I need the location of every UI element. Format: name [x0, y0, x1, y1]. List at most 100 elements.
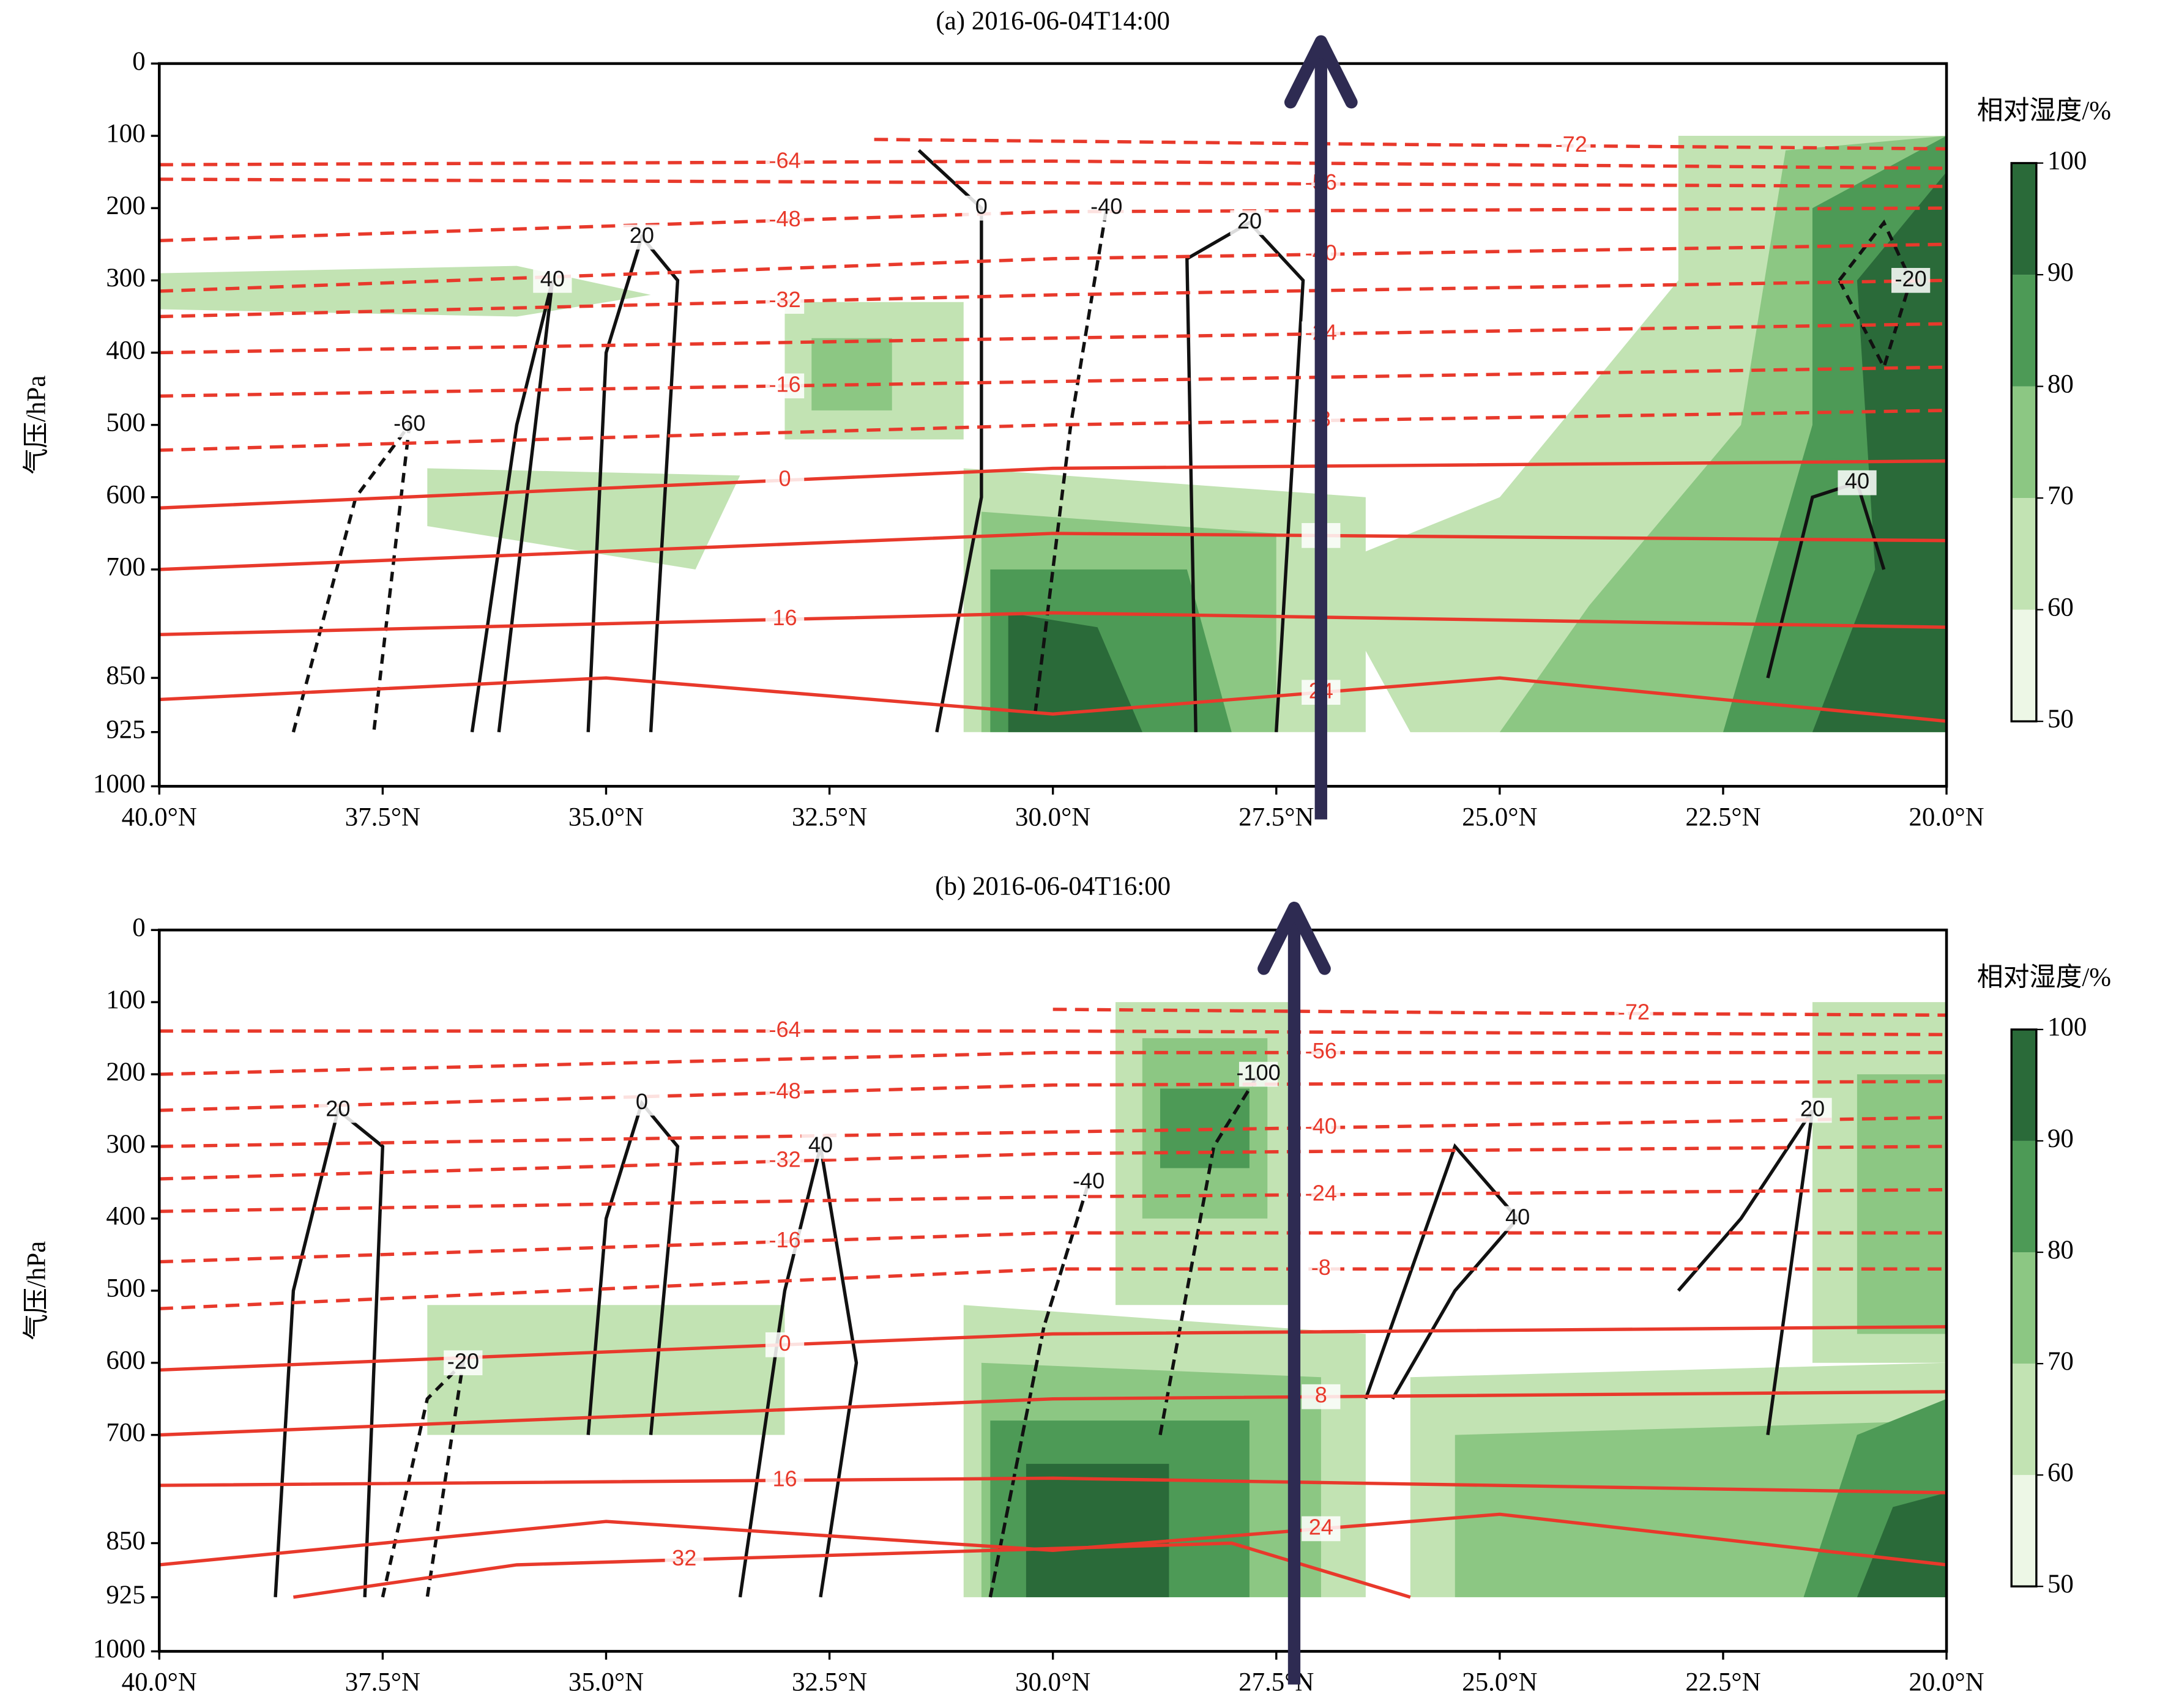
colorbar-tick-label: 100	[2047, 1013, 2087, 1042]
isotherm	[159, 1187, 1947, 1213]
chart-title: (b) 2016-06-04T16:00	[935, 872, 1171, 900]
contour-label-bg	[318, 1097, 357, 1123]
contour-label-bg	[1793, 1097, 1832, 1123]
x-tick-label: 35.0°N	[568, 803, 644, 831]
contour-label-bg	[765, 1148, 805, 1174]
plot-area: 20 0 40 -40 -100 40 20 -20 -72 -64 -56 -48 -40 -32 -24…	[159, 999, 1947, 1599]
colorbar-tick-label: 60	[2047, 1458, 2074, 1487]
contour-label-bg	[444, 1350, 483, 1376]
contour-label: 40	[1505, 1204, 1530, 1229]
contour-label-bg	[622, 1090, 661, 1116]
y-axis-label: 气压/hPa	[23, 376, 51, 475]
y-tick-label: 600	[106, 1346, 145, 1375]
omega-contour	[1364, 1143, 1520, 1400]
x-tick-label: 37.5°N	[345, 803, 420, 831]
colorbar-segment	[2011, 1252, 2036, 1364]
x-tick-label: 27.5°N	[1239, 803, 1314, 831]
contour-label: 8	[1315, 1383, 1327, 1408]
y-tick-label: 700	[106, 1418, 145, 1447]
contour-label-bg	[1069, 1170, 1108, 1195]
contour-label: -60	[393, 410, 425, 436]
contour-label-bg	[765, 607, 805, 632]
y-tick-label: 500	[106, 408, 145, 437]
contour-label: 20	[1800, 1096, 1825, 1121]
contour-label: -64	[769, 148, 800, 173]
x-tick-label: 32.5°N	[792, 1668, 867, 1696]
x-tick-label: 25.0°N	[1462, 1668, 1537, 1696]
y-tick-label: 100	[106, 119, 145, 148]
y-axis-label: 气压/hPa	[23, 1241, 51, 1340]
contour-label-bg	[1230, 210, 1269, 236]
isotherm	[159, 365, 1947, 398]
contour-label: -24	[1305, 1181, 1337, 1206]
contour-label-bg	[962, 195, 1001, 221]
contour-label-bg	[765, 1229, 805, 1254]
x-tick-label: 22.5°N	[1685, 803, 1760, 831]
y-tick-label: 1000	[93, 770, 146, 798]
isotherm	[159, 1145, 1947, 1181]
contour-label: -48	[769, 1079, 800, 1104]
humidity-region	[811, 338, 892, 410]
contour-label: 20	[326, 1096, 350, 1121]
colorbar-segment	[2011, 386, 2036, 499]
y-tick-label: 1000	[93, 1635, 146, 1663]
y-tick-label: 0	[132, 47, 145, 76]
contour-label-bg	[1838, 470, 1877, 496]
y-tick-label: 500	[106, 1274, 145, 1303]
contour-label: 40	[808, 1132, 833, 1157]
isotherm	[159, 1390, 1947, 1437]
isotherm	[159, 676, 1947, 723]
y-tick-label: 200	[106, 191, 145, 220]
x-tick-label: 40.0°N	[122, 803, 197, 831]
contour-label: -48	[769, 206, 800, 231]
contour-label-bg	[1302, 1516, 1341, 1542]
humidity-region	[1026, 1463, 1169, 1597]
arrow-head	[1284, 35, 1358, 109]
isotherm	[159, 532, 1947, 571]
colorbar-tick-label: 90	[2047, 258, 2074, 287]
humidity-region	[1812, 172, 1947, 732]
isotherm	[159, 1231, 1947, 1264]
colorbar-segment	[2011, 1475, 2036, 1587]
contour-label: 16	[772, 605, 797, 630]
plot-area: 200-402040-20-6040-72-64-56-48-40-32-24-…	[159, 132, 1947, 733]
omega-contour	[470, 280, 554, 733]
omega-contour	[988, 1182, 1090, 1598]
contour-label: -40	[1305, 1113, 1337, 1138]
contour-label: 20	[630, 223, 654, 248]
contour-label-bg	[765, 373, 805, 399]
contour-label-bg	[1891, 268, 1931, 293]
contour-label-bg	[1302, 1040, 1341, 1066]
y-tick-label: 400	[106, 1202, 145, 1231]
colorbar-segment	[2011, 609, 2036, 722]
isotherm	[159, 611, 1947, 636]
contour-label-bg	[765, 1468, 805, 1493]
contour-label-bg	[533, 268, 572, 293]
contour-label: -32	[769, 287, 800, 312]
contour-label: -72	[1618, 999, 1650, 1024]
colorbar-frame	[2010, 1028, 2038, 1587]
colorbar-tick-label: 100	[2047, 146, 2087, 175]
y-tick-label: 200	[106, 1058, 145, 1086]
contour-label-bg	[801, 1134, 840, 1159]
omega-contour	[274, 1107, 385, 1597]
isotherm	[159, 409, 1947, 452]
omega-contour	[1766, 480, 1886, 678]
chart-title: (a) 2016-06-04T14:00	[936, 7, 1170, 35]
contour-label-bg	[1302, 1257, 1341, 1282]
contour-label: 32	[672, 1545, 696, 1570]
arrow-head	[1257, 901, 1331, 975]
contour-label: 0	[975, 194, 988, 219]
contour-label: -100	[1236, 1060, 1280, 1085]
colorbar-segment	[2011, 1140, 2036, 1253]
panel: 200-402040-20-6040-72-64-56-48-40-32-24-…	[23, 7, 2111, 831]
humidity-region	[1008, 612, 1142, 732]
contour-label-bg	[765, 467, 805, 493]
contour-label: -72	[1555, 132, 1587, 157]
colorbar-segment	[2011, 1364, 2036, 1476]
contour-label-bg	[1552, 133, 1591, 158]
isotherm	[874, 138, 1947, 150]
contour-label: 20	[1237, 208, 1262, 233]
omega-contour	[1677, 1109, 1814, 1436]
